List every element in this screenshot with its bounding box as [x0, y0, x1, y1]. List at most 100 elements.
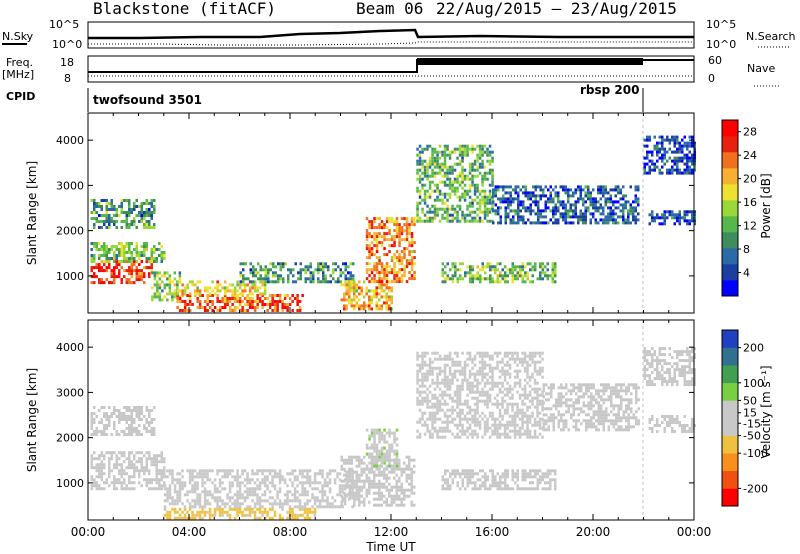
range-cell — [491, 429, 494, 433]
range-cell — [266, 499, 269, 503]
range-cell — [443, 378, 447, 382]
range-cell — [441, 168, 444, 172]
range-cell — [241, 309, 244, 312]
range-cell — [383, 268, 386, 272]
range-cell — [268, 294, 272, 297]
range-cell — [355, 301, 358, 305]
range-cell — [228, 297, 232, 300]
range-cell — [476, 153, 479, 157]
range-cell — [393, 449, 396, 453]
range-cell — [481, 277, 484, 281]
range-cell — [288, 499, 292, 503]
range-cell — [90, 478, 93, 482]
range-cell — [673, 216, 676, 220]
range-cell — [279, 277, 282, 281]
range-cell — [441, 396, 444, 400]
range-cell — [494, 209, 497, 213]
range-cell — [236, 478, 239, 482]
range-cell — [523, 393, 527, 397]
range-cell — [345, 473, 348, 477]
range-cell — [337, 265, 340, 269]
range-cell — [158, 487, 161, 491]
range-cell — [403, 274, 406, 278]
range-cell — [572, 212, 575, 216]
range-cell — [498, 432, 502, 436]
range-cell — [380, 452, 384, 456]
range-cell — [523, 429, 527, 433]
range-cell — [504, 215, 507, 219]
range-cell — [95, 202, 98, 205]
range-cell — [468, 384, 472, 388]
range-cell — [514, 185, 517, 189]
range-cell — [238, 292, 242, 296]
range-cell — [661, 213, 664, 217]
range-cell — [486, 219, 489, 223]
range-cell — [398, 497, 401, 501]
range-cell — [145, 226, 148, 229]
range-cell — [278, 469, 282, 473]
range-cell — [408, 259, 411, 263]
range-cell — [451, 150, 454, 154]
range-cell — [271, 484, 274, 488]
range-cell — [511, 277, 514, 281]
range-cell — [473, 198, 477, 202]
range-cell — [458, 204, 462, 208]
range-cell — [458, 390, 462, 394]
range-cell — [428, 372, 432, 376]
range-cell — [358, 488, 361, 492]
range-cell — [206, 300, 209, 303]
range-cell — [218, 478, 222, 482]
range-cell — [100, 278, 103, 282]
range-cell — [93, 272, 96, 276]
range-cell — [193, 469, 197, 473]
range-cell — [383, 455, 386, 459]
range-cell — [614, 218, 617, 222]
range-cell — [533, 360, 537, 364]
range-cell — [385, 485, 388, 489]
range-cell — [383, 461, 386, 465]
range-cell — [504, 274, 507, 278]
range-cell — [228, 306, 232, 309]
range-cell — [158, 298, 162, 302]
radar-title: Blackstone (fitACF) — [93, 0, 276, 18]
range-cell — [476, 201, 479, 205]
range-cell — [451, 171, 454, 175]
range-cell — [466, 150, 469, 154]
range-cell — [499, 215, 502, 219]
range-cell — [533, 378, 537, 382]
range-cell — [130, 427, 133, 430]
range-cell — [463, 402, 467, 406]
range-cell — [634, 200, 637, 204]
range-cell — [145, 266, 148, 270]
range-cell — [478, 381, 482, 385]
range-cell — [203, 481, 207, 485]
range-cell — [231, 481, 234, 485]
range-cell — [688, 141, 691, 145]
range-cell — [622, 194, 625, 198]
range-cell — [489, 280, 492, 284]
range-cell — [258, 505, 262, 509]
range-cell — [534, 221, 537, 225]
range-cell — [496, 262, 499, 266]
range-cell — [203, 513, 207, 517]
range-cell — [120, 454, 123, 458]
range-cell — [321, 472, 324, 476]
range-cell — [306, 507, 309, 511]
range-cell — [90, 266, 93, 270]
range-cell — [551, 280, 554, 284]
range-cell — [461, 378, 464, 382]
range-cell — [501, 402, 504, 406]
range-cell — [471, 183, 474, 187]
range-cell — [423, 213, 427, 217]
range-cell — [388, 464, 391, 468]
range-cell — [438, 156, 442, 160]
range-cell — [271, 516, 274, 520]
range-cell — [143, 281, 146, 285]
range-cell — [629, 206, 632, 210]
range-cell — [597, 200, 600, 204]
range-cell — [286, 309, 289, 312]
range-cell — [316, 499, 319, 503]
range-cell — [473, 411, 477, 415]
range-cell — [678, 150, 681, 154]
range-cell — [181, 484, 184, 488]
